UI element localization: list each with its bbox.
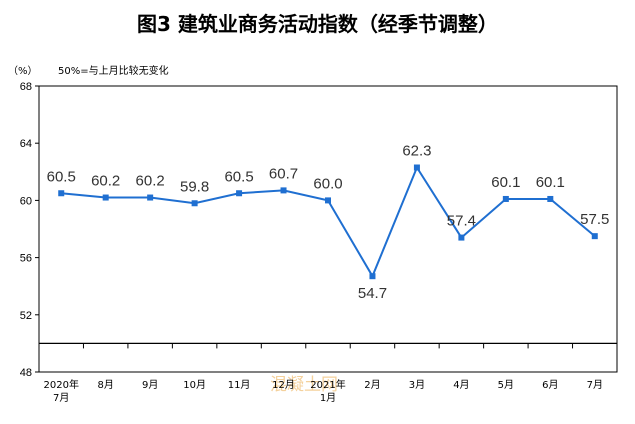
data-point [413, 164, 420, 171]
plot-frame [38, 85, 618, 373]
data-label: 62.3 [402, 143, 431, 160]
chart-note: 50%=与上月比较无变化 [58, 66, 169, 77]
x-tick-label: 4月 [453, 379, 469, 391]
x-tick-label: 7月 [53, 392, 69, 404]
watermark: 混凝土网 [270, 375, 338, 395]
data-label: 60.5 [47, 168, 76, 185]
y-tick-label: 56 [20, 253, 32, 265]
data-label: 59.8 [180, 178, 209, 195]
x-tick-label: 1月 [320, 392, 336, 404]
data-point [102, 194, 109, 201]
x-tick-label: 2月 [364, 379, 380, 391]
data-point [236, 190, 243, 197]
y-tick-label: 60 [20, 195, 32, 207]
data-point [591, 233, 598, 240]
x-tick-label: 10月 [183, 379, 206, 391]
data-label: 54.7 [358, 285, 387, 302]
data-point [458, 234, 465, 241]
data-label: 57.5 [580, 211, 609, 228]
data-label: 60.0 [313, 175, 342, 192]
x-tick-label: 3月 [409, 379, 425, 391]
x-tick-label: 11月 [228, 379, 251, 391]
x-tick-label: 2021年 [310, 378, 345, 391]
x-tick-label: 6月 [542, 379, 558, 391]
y-tick-label: 48 [20, 367, 32, 379]
x-tick-label: 9月 [142, 379, 158, 391]
y-tick-label: 52 [20, 310, 32, 322]
data-label: 60.1 [491, 174, 520, 191]
data-point [547, 195, 554, 202]
x-tick-label: 8月 [98, 379, 114, 391]
data-point [325, 197, 331, 204]
y-tick-label: 68 [20, 81, 32, 93]
data-point [280, 187, 287, 194]
data-label: 60.7 [269, 165, 298, 182]
data-point [147, 194, 154, 201]
data-label: 60.2 [91, 173, 120, 190]
data-point [502, 195, 509, 202]
x-tick-label: 2020年 [44, 378, 79, 391]
data-point [369, 273, 376, 280]
x-tick-label: 7月 [587, 379, 603, 391]
x-tick-label: 5月 [498, 379, 514, 391]
data-label: 57.4 [447, 213, 476, 230]
y-axis-unit: （%） [8, 66, 38, 77]
data-point [58, 190, 65, 197]
data-point [191, 200, 198, 207]
data-label: 60.2 [136, 173, 165, 190]
chart-title: 图3 建筑业商务活动指数（经季节调整） [137, 12, 498, 36]
data-label: 60.1 [536, 174, 565, 191]
y-tick-label: 64 [20, 138, 32, 150]
data-label: 60.5 [224, 168, 253, 185]
x-tick-label: 12月 [272, 379, 295, 391]
